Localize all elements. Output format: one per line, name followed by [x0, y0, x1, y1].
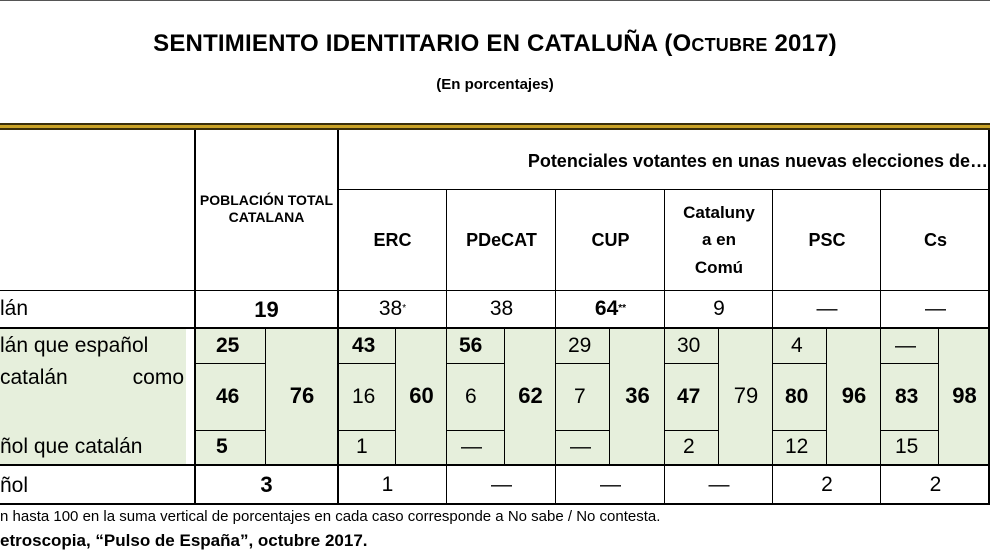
table-cell: 29 — [568, 333, 592, 357]
table-cell: 2 — [821, 472, 833, 496]
group-total-cell: 36 — [625, 383, 650, 409]
label-bg — [0, 328, 186, 464]
table-cell: 7 — [574, 385, 586, 409]
table-cell: 83 — [895, 385, 919, 409]
grid-line — [556, 363, 610, 364]
grid-line — [609, 328, 610, 464]
row-label: lán — [0, 297, 29, 321]
row-label: lán que español — [0, 333, 149, 357]
row-label: catalán como — [0, 366, 184, 389]
grid-line — [338, 430, 396, 431]
grid-line — [0, 464, 990, 466]
table-cell: 1 — [381, 472, 394, 496]
header-party-cs: Cs — [923, 229, 947, 250]
table-cell: — — [816, 297, 838, 321]
source-note: etroscopia, “Pulso de España”, octubre 2… — [0, 531, 368, 550]
grid-line — [556, 430, 610, 431]
row-label: ñol que catalán — [0, 435, 143, 459]
grid-line — [772, 189, 773, 504]
table-cell: 3 — [260, 472, 273, 498]
table-cell: 64 ** — [594, 297, 627, 321]
table-cell: — — [708, 472, 730, 496]
grid-line — [0, 290, 990, 291]
table-cell: 2 — [929, 472, 942, 496]
grid-line — [0, 503, 990, 505]
page-subtitle: (En porcentajes) — [436, 76, 554, 93]
header-party-cup: CUP — [591, 229, 630, 250]
group-total-cell: 96 — [841, 383, 867, 409]
grid-line — [881, 430, 939, 431]
grid-line — [665, 363, 719, 364]
table-cell: 30 — [677, 333, 701, 357]
header-party-catcomu: Cataluny a en Comú — [683, 203, 755, 277]
group-total-cell: 62 — [518, 383, 543, 409]
grid-line — [395, 328, 396, 464]
grid-line — [773, 430, 827, 431]
table-cell: — — [570, 435, 591, 459]
gold-divider — [0, 123, 990, 130]
table-cell: — — [600, 472, 621, 496]
grid-line — [881, 363, 939, 364]
grid-line — [195, 430, 266, 431]
group-total-cell: 79 — [733, 383, 759, 409]
grid-line — [665, 430, 719, 431]
grid-line — [773, 363, 827, 364]
grid-line — [195, 363, 266, 364]
row-label: ñol — [0, 473, 29, 497]
table-cell: 43 — [352, 333, 376, 357]
grid-line — [555, 189, 556, 504]
group-total-cell: 60 — [409, 383, 434, 409]
table-cell: 1 — [356, 435, 368, 459]
grid-line — [880, 189, 881, 504]
table-cell: 25 — [216, 333, 240, 357]
table-cell: 19 — [254, 296, 279, 322]
header-party-erc: ERC — [373, 229, 412, 250]
table-cell: 4 — [791, 333, 803, 357]
grid-line — [337, 130, 339, 504]
table-cell: 9 — [713, 297, 725, 321]
footnote: n hasta 100 en la suma vertical de porce… — [0, 508, 661, 525]
header-party-pdecat: PDeCAT — [466, 229, 537, 250]
table-cell: 5 — [216, 435, 228, 459]
table-cell: 80 — [785, 385, 809, 409]
grid-line — [826, 328, 827, 464]
page-title: SENTIMIENTO IDENTITARIO EN CATALUÑA (OCT… — [153, 30, 837, 57]
table-cell: 16 — [352, 385, 376, 409]
table-cell: — — [925, 297, 946, 321]
table-cell: 12 — [785, 435, 809, 459]
top-rule — [0, 0, 990, 1]
grid-line — [718, 328, 719, 464]
table-cell: 38 — [489, 297, 514, 321]
grid-line — [664, 189, 665, 504]
header-potenciales: Potenciales votantes en unas nuevas elec… — [527, 150, 988, 171]
grid-line — [447, 430, 505, 431]
table-cell: 15 — [895, 435, 919, 459]
grid-line — [265, 328, 266, 464]
table-cell: — — [895, 333, 916, 357]
grid-line — [338, 363, 396, 364]
group-total-cell: 98 — [952, 383, 977, 409]
table-cell: 38 * — [378, 297, 407, 321]
total-group-bg — [195, 328, 338, 464]
table-cell: 46 — [216, 385, 240, 409]
grid-line — [194, 130, 196, 504]
header-party-psc: PSC — [808, 229, 846, 250]
grid-line — [446, 189, 447, 504]
table-cell: — — [461, 435, 482, 459]
table-cell: 56 — [459, 333, 483, 357]
grid-line — [504, 328, 505, 464]
grid-line — [988, 130, 990, 504]
table-cell: 47 — [677, 385, 701, 409]
header-poblacion: POBLACIÓN TOTAL CATALANA — [199, 191, 334, 226]
grid-line — [0, 327, 990, 329]
grid-line — [447, 363, 505, 364]
grid-line — [938, 328, 939, 464]
table-cell: 2 — [683, 435, 695, 459]
table-cell: 6 — [465, 385, 477, 409]
table-cell: — — [491, 472, 512, 496]
group-total-cell: 76 — [289, 383, 315, 409]
